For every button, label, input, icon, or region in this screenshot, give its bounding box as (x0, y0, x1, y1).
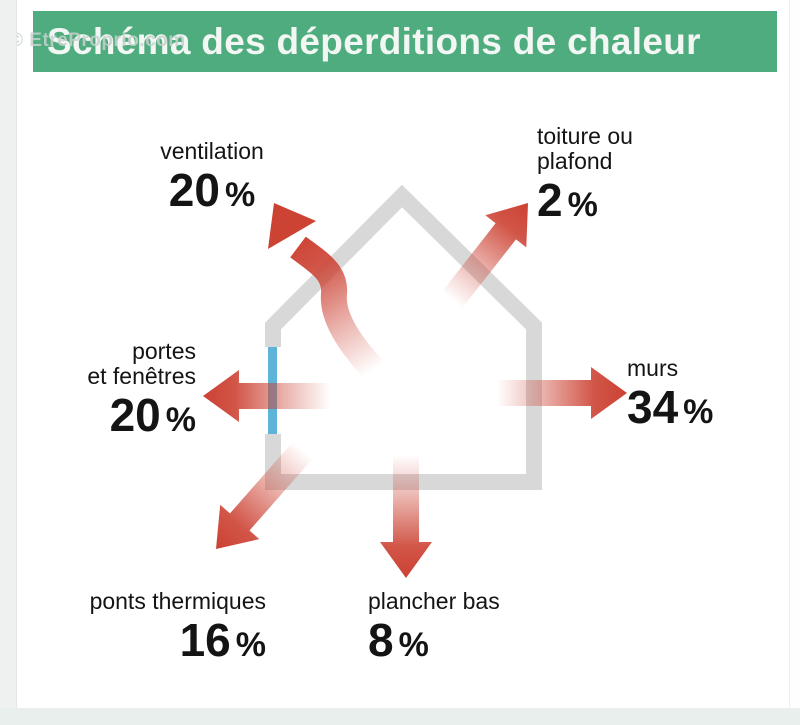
loss-ponts-thermiques: ponts thermiques 16% (58, 589, 266, 668)
loss-value-line: 20% (26, 392, 196, 443)
percent-sign: % (398, 626, 429, 664)
loss-value: 2 (537, 174, 563, 226)
loss-label: ponts thermiques (89, 588, 266, 614)
portes-arrow (203, 370, 330, 422)
loss-portes-fenetres: portes et fenêtres 20% (26, 339, 196, 443)
loss-value: 20 (168, 164, 220, 216)
percent-sign: % (567, 186, 598, 224)
loss-label: portes et fenêtres (87, 338, 196, 389)
loss-label: murs (627, 355, 679, 381)
percent-sign: % (165, 401, 196, 439)
right-edge-strip (789, 0, 800, 725)
loss-label: ventilation (160, 138, 264, 164)
loss-value-line: 16% (58, 617, 266, 668)
murs-arrow (497, 367, 627, 419)
left-edge-strip (0, 0, 17, 725)
loss-ventilation: ventilation 20% (112, 139, 312, 218)
loss-value-line: 34% (627, 384, 713, 435)
loss-value-line: 2% (537, 177, 633, 228)
percent-sign: % (224, 176, 256, 214)
percent-sign: % (235, 626, 266, 664)
loss-label: plancher bas (368, 588, 500, 614)
loss-murs: murs 34% (627, 356, 713, 435)
title-banner: Schéma des déperditions de chaleur (33, 11, 777, 72)
ventilation-arrow-head (268, 203, 316, 249)
loss-label: toiture ou plafond (537, 123, 633, 174)
watermark: © EtreProprio.com (9, 30, 186, 51)
loss-value: 20 (109, 389, 161, 441)
plancher-arrow (380, 455, 432, 578)
page-title: Schéma des déperditions de chaleur (47, 20, 701, 62)
loss-value: 16 (179, 614, 231, 666)
ponts-arrow (216, 441, 313, 549)
loss-plancher-bas: plancher bas 8% (368, 589, 500, 668)
loss-toiture: toiture ou plafond 2% (537, 124, 633, 228)
percent-sign: % (683, 393, 714, 431)
loss-value: 8 (368, 614, 394, 666)
toiture-arrow (441, 203, 528, 308)
bottom-edge-strip (0, 708, 800, 725)
ventilation-arrow-shaft (290, 236, 384, 379)
loss-value-line: 20% (112, 167, 312, 218)
loss-value: 34 (627, 381, 679, 433)
loss-value-line: 8% (368, 617, 500, 668)
